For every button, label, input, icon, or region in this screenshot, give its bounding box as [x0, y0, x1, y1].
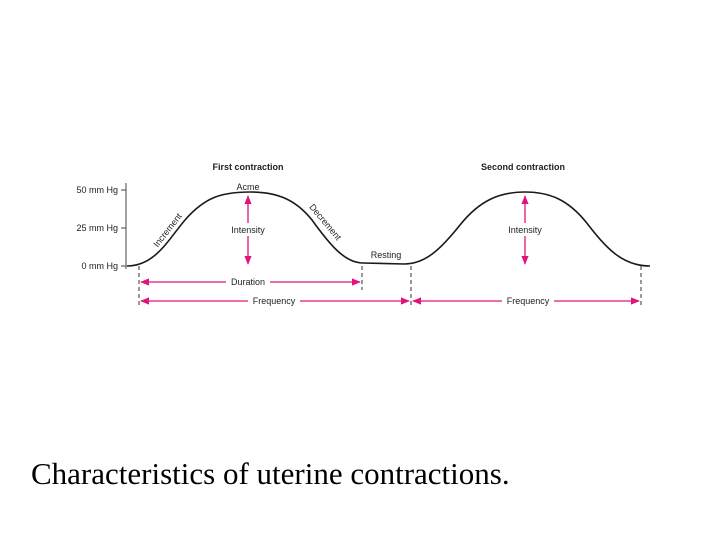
intensity-label-second: Intensity	[508, 225, 542, 235]
first-contraction-label: First contraction	[212, 162, 283, 172]
contraction-curve	[126, 191, 651, 267]
y-level-50: 50 mm Hg	[76, 185, 118, 195]
y-level-0: 0 mm Hg	[81, 261, 118, 271]
frequency-label-bg-second	[502, 295, 554, 307]
acme-label: Acme	[236, 182, 259, 192]
intensity-label-first: Intensity	[231, 225, 265, 235]
frequency-label-first: Frequency	[253, 296, 296, 306]
frequency-label-bg-first	[248, 295, 300, 307]
duration-label-bg	[226, 276, 270, 288]
increment-label: Increment	[151, 211, 184, 249]
figure-caption: Characteristics of uterine contractions.	[31, 456, 510, 491]
frequency-label-second: Frequency	[507, 296, 550, 306]
second-contraction-label: Second contraction	[481, 162, 565, 172]
resting-label: Resting	[371, 250, 402, 260]
intensity-label-bg-first	[226, 223, 270, 236]
y-level-25: 25 mm Hg	[76, 223, 118, 233]
duration-label: Duration	[231, 277, 265, 287]
intensity-label-bg-second	[503, 223, 547, 236]
